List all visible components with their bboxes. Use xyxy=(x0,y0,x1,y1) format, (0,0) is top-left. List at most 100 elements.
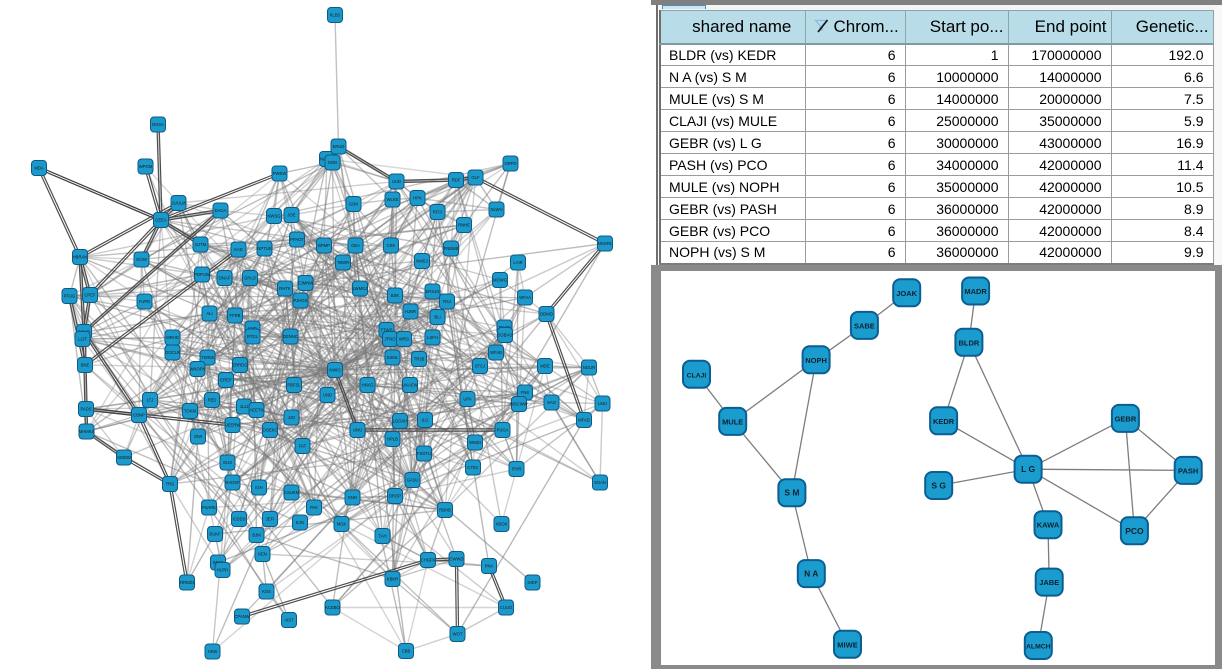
svg-text:NMSJ: NMSJ xyxy=(416,259,427,264)
svg-text:LJJT: LJJT xyxy=(78,337,88,342)
svg-text:L G: L G xyxy=(1021,464,1035,474)
svg-text:TSRMI: TSRMI xyxy=(201,355,214,360)
svg-text:JTNO: JTNO xyxy=(385,337,397,342)
svg-text:EJMNW: EJMNW xyxy=(298,281,313,286)
svg-text:KEN: KEN xyxy=(258,552,267,557)
svg-text:HSW: HSW xyxy=(208,649,218,654)
svg-text:CBB: CBB xyxy=(402,649,411,654)
svg-text:CHGFK: CHGFK xyxy=(421,558,436,563)
svg-text:RHTK: RHTK xyxy=(279,286,291,291)
svg-text:RSJ: RSJ xyxy=(443,299,451,304)
svg-text:WRG: WRG xyxy=(399,337,409,342)
svg-text:WLKE: WLKE xyxy=(387,197,399,202)
svg-text:NOPH: NOPH xyxy=(805,356,827,365)
svg-text:FFRB: FFRB xyxy=(230,313,241,318)
svg-text:CPANW: CPANW xyxy=(234,614,249,619)
svg-text:KLBS: KLBS xyxy=(330,13,341,18)
svg-text:LTJ: LTJ xyxy=(147,398,154,403)
svg-text:CKK: CKK xyxy=(387,243,396,248)
svg-text:TRJB: TRJB xyxy=(414,357,425,362)
svg-text:KAD: KAD xyxy=(234,247,243,252)
svg-text:FNARK: FNARK xyxy=(202,505,216,510)
svg-text:ITHR: ITHR xyxy=(512,467,522,472)
svg-text:KCEBO: KCEBO xyxy=(325,605,340,610)
svg-text:NNORL: NNORL xyxy=(598,241,613,246)
svg-text:CWWD: CWWD xyxy=(450,557,464,562)
svg-text:GUS: GUS xyxy=(223,460,232,465)
svg-text:LWMGJ: LWMGJ xyxy=(353,286,368,291)
svg-text:AIST: AIST xyxy=(284,618,294,623)
svg-text:RBHB: RBHB xyxy=(439,508,451,513)
svg-text:TAH: TAH xyxy=(378,534,386,539)
svg-text:CUUO: CUUO xyxy=(500,605,513,610)
svg-text:GEBR: GEBR xyxy=(1115,414,1137,423)
svg-text:RNHE: RNHE xyxy=(458,223,470,228)
svg-text:TRG: TRG xyxy=(166,482,175,487)
svg-text:NGUR: NGUR xyxy=(583,365,595,370)
svg-text:DBWD: DBWD xyxy=(540,312,553,317)
svg-text:CBNP: CBNP xyxy=(133,413,145,418)
svg-text:ERRDG: ERRDG xyxy=(232,363,247,368)
svg-text:UKAEW: UKAEW xyxy=(402,383,417,388)
svg-text:BLI: BLI xyxy=(434,315,440,320)
svg-text:ERUD: ERUD xyxy=(333,144,345,149)
svg-text:FSGTU: FSGTU xyxy=(417,451,431,456)
svg-text:OIW: OIW xyxy=(194,434,202,439)
svg-text:MOWG: MOWG xyxy=(493,278,507,283)
svg-text:UUD: UUD xyxy=(392,179,401,184)
svg-text:JABE: JABE xyxy=(1039,578,1059,587)
svg-text:JOE: JOE xyxy=(287,213,295,218)
svg-text:ERSJG: ERSJG xyxy=(426,289,440,294)
svg-text:UPA: UPA xyxy=(463,397,472,402)
svg-text:GLF: GLF xyxy=(471,175,480,180)
svg-text:MHMKS: MHMKS xyxy=(79,429,95,434)
svg-text:WOT: WOT xyxy=(453,632,463,637)
svg-text:ONAF: ONAF xyxy=(219,276,231,281)
svg-text:HPK: HPK xyxy=(413,196,422,201)
svg-text:PFUG: PFUG xyxy=(64,294,76,299)
svg-text:NSOK: NSOK xyxy=(496,522,508,527)
svg-text:PPAOT: PPAOT xyxy=(290,237,304,242)
svg-text:SAO: SAO xyxy=(547,400,557,405)
svg-text:PADS: PADS xyxy=(80,407,91,412)
svg-text:GJTM: GJTM xyxy=(195,242,207,247)
svg-text:JOAK: JOAK xyxy=(896,289,917,298)
svg-text:MRHD: MRHD xyxy=(166,335,179,340)
svg-text:NWSG: NWSG xyxy=(267,214,280,219)
svg-text:BUKF: BUKF xyxy=(209,532,221,537)
svg-text:PNA: PNA xyxy=(485,564,494,569)
svg-text:CTEC: CTEC xyxy=(467,465,478,470)
svg-text:TOKM: TOKM xyxy=(184,409,197,414)
svg-text:LMU: LMU xyxy=(598,401,607,406)
svg-text:OOEKC: OOEKC xyxy=(262,428,277,433)
svg-text:MIWE: MIWE xyxy=(837,640,857,649)
svg-text:HKKG: HKKG xyxy=(362,383,374,388)
svg-text:TTWS: TTWS xyxy=(381,328,393,333)
svg-text:RRMDI: RRMDI xyxy=(180,580,194,585)
svg-text:AEETN: AEETN xyxy=(250,408,264,413)
svg-text:S M: S M xyxy=(784,488,799,498)
svg-text:KAWA: KAWA xyxy=(1037,521,1060,530)
svg-text:RDF: RDF xyxy=(452,178,461,183)
svg-text:UEERW: UEERW xyxy=(225,423,241,428)
svg-text:SOAN: SOAN xyxy=(594,480,606,485)
svg-text:KWIO: KWIO xyxy=(329,368,341,373)
svg-text:JLJJ: JLJJ xyxy=(240,404,249,409)
svg-text:PUGA: PUGA xyxy=(497,428,509,433)
svg-text:GPLO: GPLO xyxy=(244,276,256,281)
svg-text:N A: N A xyxy=(804,569,818,579)
svg-text:GOCLR: GOCLR xyxy=(165,350,180,355)
svg-text:KBKR: KBKR xyxy=(387,577,398,582)
svg-text:DROP: DROP xyxy=(389,494,401,499)
svg-text:HPLB: HPLB xyxy=(387,437,398,442)
svg-text:RTGL: RTGL xyxy=(247,334,259,339)
svg-text:S G: S G xyxy=(931,481,946,491)
svg-text:MULE: MULE xyxy=(722,417,743,426)
svg-text:BSK: BSK xyxy=(391,293,400,298)
svg-text:HBRAN: HBRAN xyxy=(73,255,88,260)
svg-text:OEA: OEA xyxy=(351,243,360,248)
svg-text:PCO: PCO xyxy=(1125,526,1144,536)
svg-text:DNSA: DNSA xyxy=(152,122,164,127)
svg-text:HJNR: HJNR xyxy=(405,309,416,314)
svg-text:RFCI: RFCI xyxy=(433,210,443,215)
